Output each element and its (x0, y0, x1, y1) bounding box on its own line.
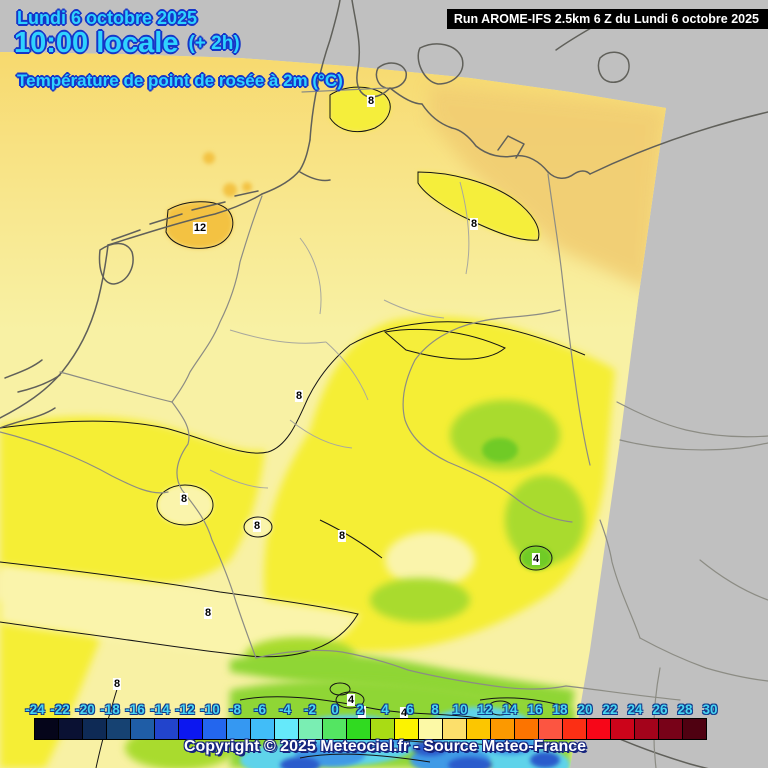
date-label: Lundi 6 octobre 2025 (17, 8, 198, 28)
scale-cell (106, 718, 131, 740)
scale-tick-label: 12 (477, 702, 493, 717)
scale-cell (298, 718, 323, 740)
scale-cell (562, 718, 587, 740)
scale-tick-label: 26 (652, 702, 668, 717)
scale-cell (610, 718, 635, 740)
contour-value-label: 4 (531, 553, 541, 565)
scale-tick-label: 16 (527, 702, 543, 717)
scale-cell (466, 718, 491, 740)
scale-tick-label: -22 (50, 702, 70, 717)
scale-cell (346, 718, 371, 740)
scale-cell (34, 718, 59, 740)
scale-tick-label: 20 (577, 702, 593, 717)
scale-tick-label: -14 (150, 702, 170, 717)
utc-offset: (+ 2h) (188, 33, 240, 54)
scale-cell (514, 718, 539, 740)
scale-tick-label: 18 (552, 702, 568, 717)
scale-cell (394, 718, 419, 740)
scale-cell (490, 718, 515, 740)
scale-tick-label: 0 (331, 702, 339, 717)
scale-cell (202, 718, 227, 740)
scale-tick-label: -12 (175, 702, 195, 717)
scale-tick-label: 24 (627, 702, 643, 717)
copyright-text: Copyright © 2025 Meteociel.fr - Source M… (183, 738, 587, 755)
contour-value-label: 8 (469, 218, 479, 230)
scale-tick-label: -10 (200, 702, 220, 717)
scale-tick-label: 6 (406, 702, 414, 717)
scale-tick-label: -18 (100, 702, 120, 717)
scale-tick-label: 14 (502, 702, 518, 717)
scale-tick-label: 30 (702, 702, 718, 717)
scale-cell (178, 718, 203, 740)
scale-cell (250, 718, 275, 740)
scale-tick-label: -2 (303, 702, 317, 717)
local-time: 10:00 locale (14, 27, 179, 59)
state-borders (209, 181, 470, 489)
scale-cell (538, 718, 563, 740)
country-borders (0, 87, 768, 768)
color-scale (34, 718, 707, 740)
scale-cell (634, 718, 659, 740)
contour-value-label: 0 (357, 706, 367, 718)
scale-tick-label: 28 (677, 702, 693, 717)
contour-value-label: 4 (346, 694, 356, 706)
contour-value-label: 8 (179, 493, 189, 505)
scale-cell (370, 718, 395, 740)
scale-cell (274, 718, 299, 740)
scale-cell (226, 718, 251, 740)
variable-label: Température de point de rosée à 2m (°C) (17, 71, 343, 90)
scale-tick-label: 2 (356, 702, 364, 717)
contour-value-label: 12 (192, 222, 208, 234)
scale-tick-label: 8 (431, 702, 439, 717)
contour-value-label: 4 (399, 707, 409, 719)
scale-cell (586, 718, 611, 740)
scale-tick-label: -20 (75, 702, 95, 717)
scale-cell (154, 718, 179, 740)
scale-tick-label: -6 (253, 702, 267, 717)
scale-tick-label: 10 (452, 702, 468, 717)
contour-value-label: 8 (337, 530, 347, 542)
model-run-banner: Run AROME-IFS 2.5km 6 Z du Lundi 6 octob… (446, 9, 768, 29)
scale-tick-label: -16 (125, 702, 145, 717)
contour-value-label: 8 (252, 520, 262, 532)
contour-value-label: 8 (294, 390, 304, 402)
time-label: 10:00 locale (+ 2h) (14, 27, 240, 60)
scale-cell (418, 718, 443, 740)
scale-tick-label: -8 (228, 702, 242, 717)
scale-tick-label: -4 (278, 702, 292, 717)
scale-cell (682, 718, 707, 740)
contour-value-label: 8 (112, 678, 122, 690)
contour-value-label: 8 (366, 95, 376, 107)
scale-cell (322, 718, 347, 740)
scale-cell (442, 718, 467, 740)
scale-cell (58, 718, 83, 740)
scale-tick-label: -24 (25, 702, 45, 717)
scale-tick-label: 22 (602, 702, 618, 717)
scale-tick-label: 4 (381, 702, 389, 717)
scale-cell (658, 718, 683, 740)
value-contours (0, 86, 586, 768)
scale-cell (82, 718, 107, 740)
scale-cell (130, 718, 155, 740)
domain-fill (0, 52, 666, 768)
contour-value-label: 8 (203, 607, 213, 619)
